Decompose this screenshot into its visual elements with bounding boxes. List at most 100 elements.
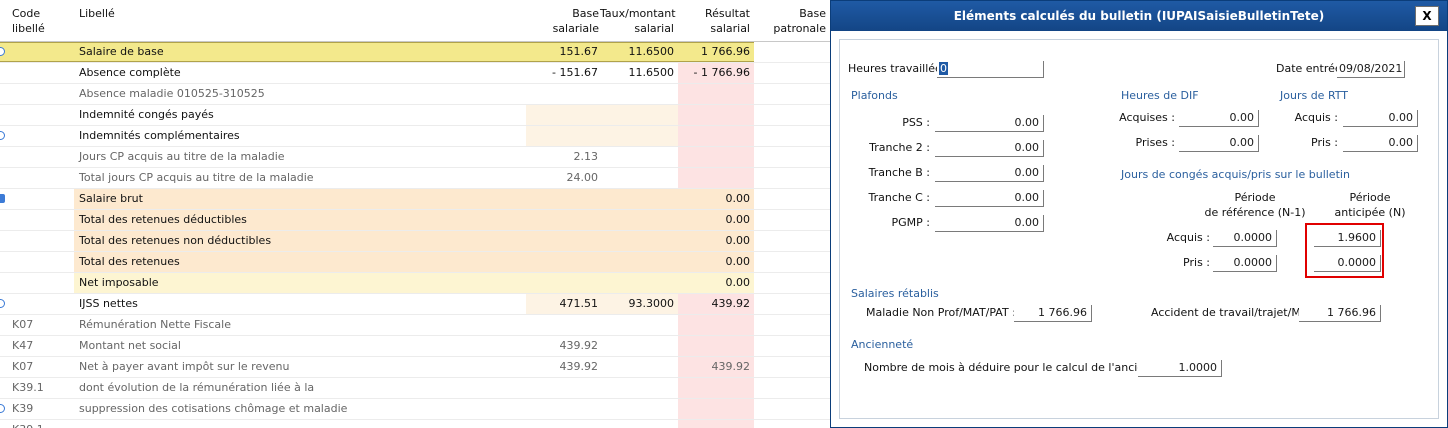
- cell-base-patronale: [754, 294, 830, 314]
- dialog-body: Heures travaillées : 0 Date entrée : 09/…: [839, 39, 1439, 419]
- tranche-c-label: Tranche C :: [868, 191, 930, 204]
- table-row[interactable]: Total jours CP acquis au titre de la mal…: [0, 168, 830, 189]
- table-row[interactable]: Absence maladie 010525-310525: [0, 84, 830, 105]
- cell-resultat-salarial: 439.92: [678, 357, 754, 377]
- tranche-c-field[interactable]: 0.00: [935, 190, 1044, 207]
- cell-base-patronale: [754, 336, 830, 356]
- conges-acquis-ant-field[interactable]: 1.9600: [1314, 230, 1381, 247]
- rtt-acquis-field[interactable]: 0.00: [1343, 110, 1418, 127]
- col-header-base-salariale[interactable]: Base salariale: [552, 7, 599, 35]
- cell-code: [12, 189, 72, 209]
- col-header-taux-salarial[interactable]: Taux/montant salarial: [600, 7, 676, 35]
- cell-resultat-salarial: [678, 168, 754, 188]
- table-row[interactable]: K07 Net à payer avant impôt sur le revenu…: [0, 357, 830, 378]
- anciennete-title: Ancienneté: [851, 338, 914, 351]
- conges-pris-ant-field[interactable]: 0.0000: [1314, 255, 1381, 272]
- table-row[interactable]: K39.1 dont évolution de la rémunération l…: [0, 378, 830, 399]
- table-row[interactable]: Absence complète - 151.67 11.6500- 1 766.9…: [0, 63, 830, 84]
- date-entree-field[interactable]: 09/08/2021: [1337, 61, 1405, 78]
- table-row[interactable]: Total des retenues non déductibles 0.00: [0, 231, 830, 252]
- cell-code: K07: [12, 360, 34, 373]
- table-row[interactable]: Total des retenues 0.00: [0, 252, 830, 273]
- table-row[interactable]: Salaire de base 151.67 11.6500 1 766.96: [0, 42, 830, 63]
- table-row[interactable]: K47 Montant net social 439.92: [0, 336, 830, 357]
- row-highlight: [74, 273, 754, 293]
- cell-code: [12, 294, 72, 314]
- cell-base-patronale: [754, 420, 830, 428]
- row-marker-icon[interactable]: [0, 299, 5, 308]
- maladie-field[interactable]: 1 766.96: [1014, 305, 1092, 322]
- pss-field[interactable]: 0.00: [935, 115, 1044, 132]
- conges-acquis-ref-field[interactable]: 0.0000: [1213, 230, 1277, 247]
- cell-base-patronale: [754, 42, 830, 62]
- tranche-b-field[interactable]: 0.00: [935, 165, 1044, 182]
- table-row[interactable]: K07 Rémunération Nette Fiscale: [0, 315, 830, 336]
- table-row[interactable]: Total des retenues déductibles 0.00: [0, 210, 830, 231]
- cell-taux-salarial: [602, 357, 678, 377]
- table-row[interactable]: K39.1: [0, 420, 830, 428]
- row-marker-icon[interactable]: [0, 47, 5, 56]
- table-row[interactable]: Indemnité congés payés: [0, 105, 830, 126]
- table-row[interactable]: Net imposable 0.00: [0, 273, 830, 294]
- anciennete-label: Nombre de mois à déduire pour le calcul …: [864, 361, 1184, 374]
- cell-libelle: suppression des cotisations chômage et m…: [79, 402, 348, 415]
- heures-travaillees-field[interactable]: 0: [937, 61, 1044, 78]
- cell-code: [12, 84, 72, 104]
- tranche-2-field[interactable]: 0.00: [935, 140, 1044, 157]
- row-marker-icon[interactable]: [0, 404, 5, 413]
- cell-base-patronale: [754, 357, 830, 377]
- conges-col-ant-header: Période anticipée (N): [1334, 191, 1406, 219]
- col-header-base-patronale[interactable]: Base patronale: [773, 7, 826, 35]
- close-button[interactable]: X: [1415, 6, 1439, 26]
- cell-base-salariale: 151.67: [559, 45, 599, 58]
- tranche-2-label: Tranche 2 :: [869, 141, 930, 154]
- cell-base-patronale: [754, 126, 830, 146]
- cell-taux-salarial: 11.6500: [628, 66, 675, 79]
- cell-base-salariale: [526, 105, 602, 125]
- cell-base-salariale: [526, 126, 602, 146]
- cell-taux-salarial: [602, 273, 678, 293]
- cell-base-salariale: 439.92: [559, 339, 599, 352]
- cell-taux-salarial: [602, 84, 678, 104]
- cell-libelle: [74, 420, 526, 428]
- anciennete-field[interactable]: 1.0000: [1138, 360, 1222, 377]
- cell-base-salariale: [526, 210, 602, 230]
- col-header-libelle[interactable]: Libellé: [79, 7, 115, 20]
- accident-field[interactable]: 1 766.96: [1299, 305, 1381, 322]
- conges-pris-ref-field[interactable]: 0.0000: [1213, 255, 1277, 272]
- cell-resultat-salarial: 0.00: [725, 234, 751, 247]
- cell-base-patronale: [754, 168, 830, 188]
- cell-taux-salarial: [602, 126, 678, 146]
- table-row[interactable]: Jours CP acquis au titre de la maladie 2.…: [0, 147, 830, 168]
- table-row[interactable]: Salaire brut 0.00: [0, 189, 830, 210]
- cell-libelle: Salaire de base: [79, 45, 164, 58]
- cell-base-salariale: [526, 315, 602, 335]
- rtt-title: Jours de RTT: [1280, 89, 1349, 102]
- cell-base-salariale: 2.13: [573, 150, 599, 163]
- table-row[interactable]: IJSS nettes 471.51 93.3000 439.92: [0, 294, 830, 315]
- cell-libelle: Indemnité congés payés: [79, 108, 214, 121]
- row-marker-icon[interactable]: [0, 194, 5, 203]
- cell-base-salariale: 439.92: [559, 360, 599, 373]
- col-header-code[interactable]: Code libellé: [12, 7, 45, 35]
- cell-taux-salarial: [602, 399, 678, 419]
- rtt-pris-field[interactable]: 0.00: [1343, 135, 1418, 152]
- cell-code: [12, 105, 72, 125]
- row-marker-icon[interactable]: [0, 131, 5, 140]
- cell-code: K39.1: [12, 381, 44, 394]
- pgmp-field[interactable]: 0.00: [935, 215, 1044, 232]
- col-header-resultat-salarial[interactable]: Résultat salarial: [704, 7, 750, 35]
- table-row[interactable]: K39 suppression des cotisations chômage e…: [0, 399, 830, 420]
- highlight-box: [1305, 223, 1384, 278]
- cell-base-patronale: [754, 105, 830, 125]
- table-row[interactable]: Indemnités complémentaires: [0, 126, 830, 147]
- pss-label: PSS :: [902, 116, 930, 129]
- cell-code: [12, 168, 72, 188]
- cell-libelle: Rémunération Nette Fiscale: [79, 318, 231, 331]
- cell-base-patronale: [754, 84, 830, 104]
- dif-prises-field[interactable]: 0.00: [1179, 135, 1259, 152]
- dif-acquises-field[interactable]: 0.00: [1179, 110, 1259, 127]
- conges-pris-label: Pris :: [1183, 256, 1210, 269]
- dialog-title[interactable]: Eléments calculés du bulletin (IUPAISais…: [831, 1, 1447, 31]
- cell-resultat-salarial: 0.00: [725, 255, 751, 268]
